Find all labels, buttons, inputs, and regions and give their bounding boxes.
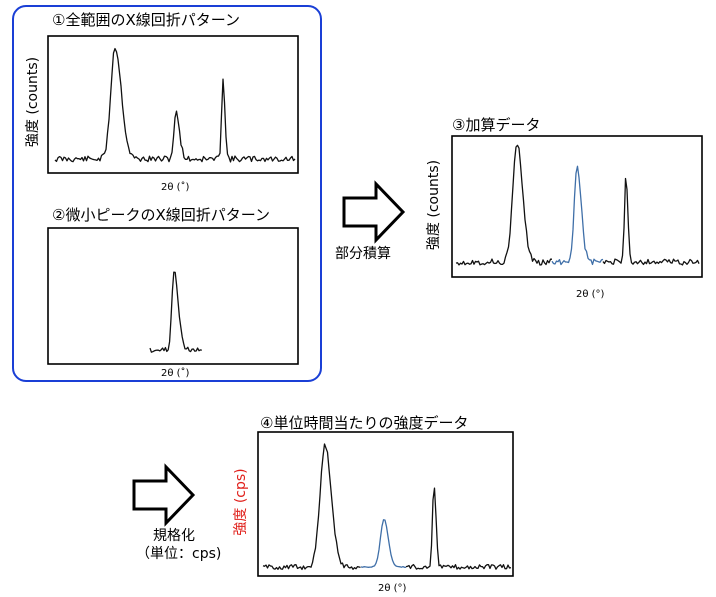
panel3-title: ③加算データ (452, 116, 541, 134)
panel3-x-axis-label: 2θ (°) (576, 289, 605, 300)
panel2-x-axis-label: 2θ (˚) (161, 368, 190, 379)
arrow-right-icon-2 (132, 463, 196, 527)
measurement-group-box (12, 5, 322, 382)
panel2-title: ②微小ピークのX線回折パターン (52, 206, 270, 224)
panel3-trace-right (602, 177, 700, 266)
integration-step-label: 部分積算 (335, 246, 391, 262)
panel4-title: ④単位時間当たりの強度データ (260, 414, 469, 432)
panel2-frame (47, 227, 299, 365)
panel3-trace-highlight (551, 165, 604, 266)
arrow-right-icon (342, 180, 406, 244)
panel1-frame (47, 35, 299, 174)
panel1-diffraction-trace (54, 47, 296, 163)
panel4-x-axis-label: 2θ (°) (378, 583, 407, 594)
panel3-frame (451, 135, 703, 278)
panel4-frame (257, 431, 514, 577)
panel3-trace-left (455, 144, 552, 266)
panel1-title: ①全範囲のX線回折パターン (52, 11, 240, 29)
normalization-step-label: 規格化 （単位：cps) (136, 527, 222, 563)
panel1-x-axis-label: 2θ (˚) (161, 182, 190, 193)
panel4-trace-left (262, 443, 361, 571)
panel2-minor-peak-trace (149, 271, 202, 353)
normalization-step-line1: 規格化 (153, 528, 195, 544)
panel4-trace-highlight (360, 519, 407, 569)
panel4-trace-right (405, 487, 512, 570)
normalization-step-line2: （単位：cps) (136, 546, 222, 562)
